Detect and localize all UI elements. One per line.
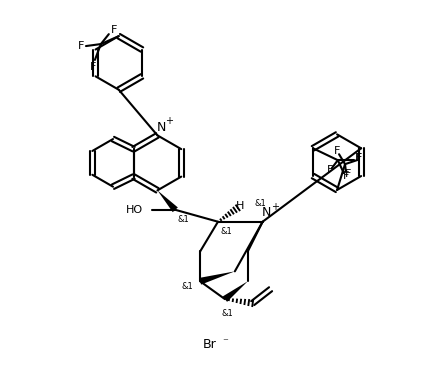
Text: Br: Br (203, 338, 217, 351)
Text: &1: &1 (255, 199, 267, 208)
Text: F: F (327, 165, 333, 175)
Text: +: + (270, 202, 279, 212)
Text: N: N (157, 121, 166, 134)
Polygon shape (157, 190, 178, 212)
Polygon shape (223, 281, 248, 302)
Polygon shape (199, 271, 235, 284)
Text: F: F (343, 171, 349, 181)
Text: F: F (78, 41, 84, 51)
Text: N: N (262, 206, 271, 219)
Text: F: F (111, 25, 117, 35)
Text: &1: &1 (177, 215, 189, 224)
Text: F: F (356, 153, 362, 163)
Text: F: F (345, 169, 351, 179)
Text: HO: HO (126, 205, 143, 215)
Text: &1: &1 (221, 308, 233, 318)
Text: +: + (166, 117, 173, 127)
Text: F: F (354, 153, 361, 163)
Text: ⁻: ⁻ (222, 337, 228, 347)
Text: H: H (236, 201, 244, 211)
Text: F: F (90, 62, 96, 72)
Text: F: F (334, 146, 340, 156)
Text: &1: &1 (181, 282, 193, 291)
Text: &1: &1 (220, 227, 232, 236)
